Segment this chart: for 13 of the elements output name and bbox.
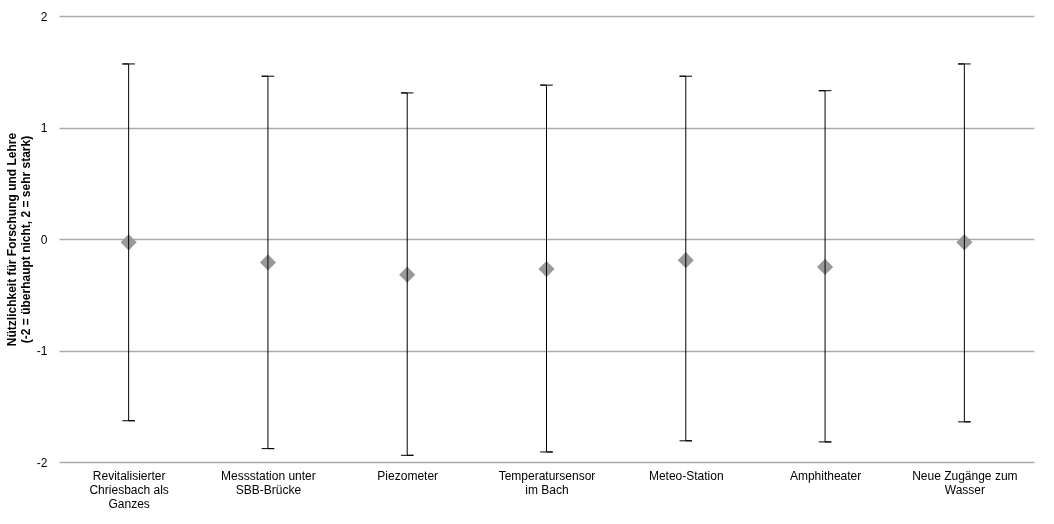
y-axis-title: Nützlichkeit für Forschung und Lehre (-2 = überhaupt nicht, 2 = sehr stark) <box>4 132 33 347</box>
y-tick-label: 1 <box>40 121 48 135</box>
x-tick-label: Piezometer <box>377 468 439 483</box>
x-tick-label: Meteo-Station <box>648 468 724 483</box>
x-tick-label: Messstation unter SBB-Brücke <box>221 468 316 497</box>
x-tick-label: Revitalisierter Chriesbach als Ganzes <box>89 468 169 511</box>
y-tick-label: 2 <box>40 9 48 24</box>
x-tick-label: Temperatursensor im Bach <box>498 468 596 497</box>
y-tick-label: -1 <box>36 344 48 358</box>
x-tick-label: Neue Zugänge zum Wasser <box>912 468 1018 497</box>
x-tick-label: Amphitheater <box>789 468 862 483</box>
y-tick-label: 0 <box>40 232 48 247</box>
y-tick-label: -2 <box>36 455 48 470</box>
